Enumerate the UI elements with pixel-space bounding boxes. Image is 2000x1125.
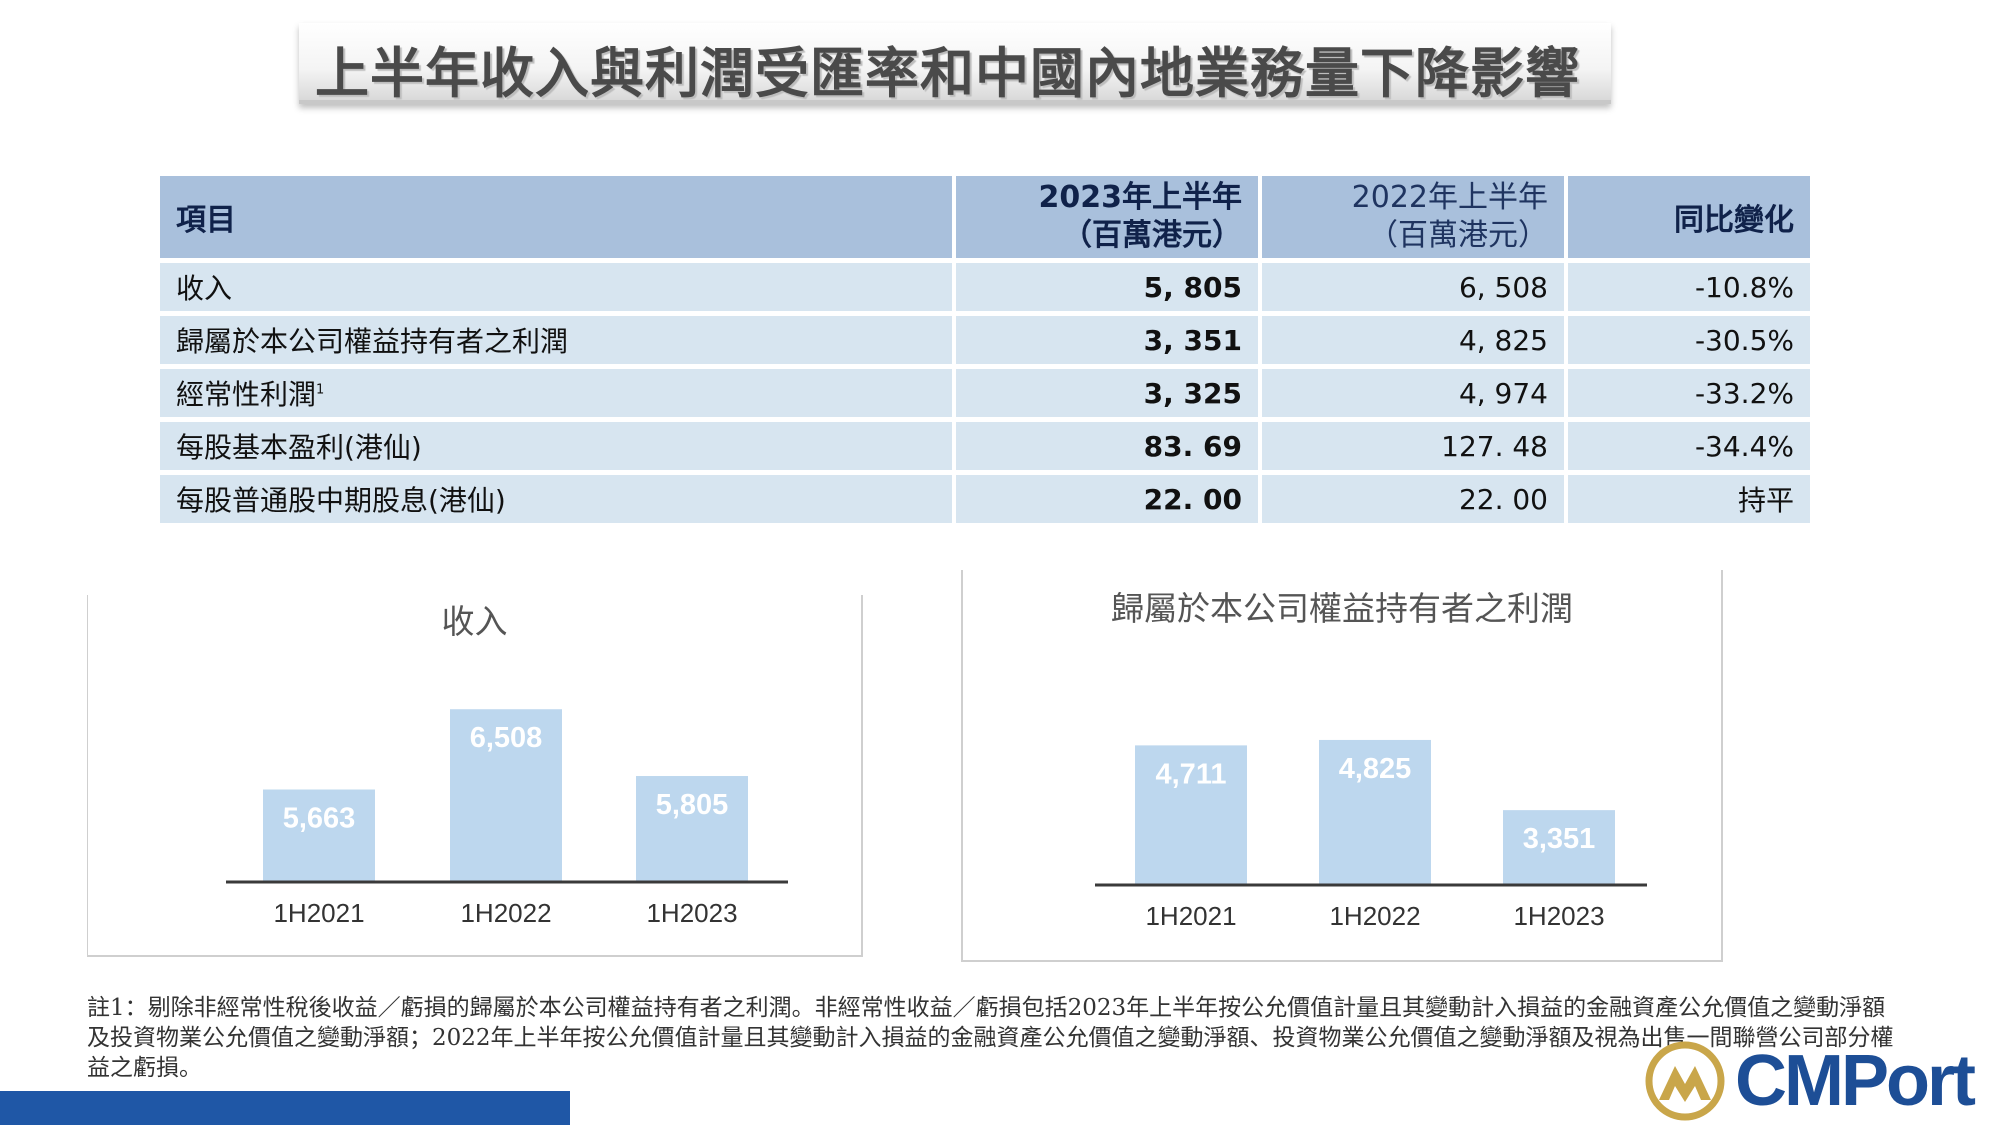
x-tick-label: 1H2022: [1329, 901, 1420, 931]
row-change: -10.8%: [1564, 258, 1810, 311]
table-row: 每股普通股中期股息(港仙) 22. 00 22. 00 持平: [160, 470, 1810, 523]
cmport-emblem-icon: [1645, 1041, 1725, 1121]
header-item: 項目: [160, 176, 952, 258]
bar-1H2021: [263, 789, 375, 881]
header-prior-year: 2022年上半年: [1351, 180, 1548, 215]
title-banner: 上半年收入與利潤受匯率和中國內地業務量下降影響: [299, 23, 1611, 105]
row-current: 3, 325: [952, 364, 1258, 417]
profit-chart-panel: 歸屬於本公司權益持有者之利潤 4,711 1H2021 4,825 1H2022 3,3…: [961, 570, 1723, 962]
revenue-chart-panel: 收入 5,663 1H2021 6,508 1H2022 5,805 1H2023: [87, 595, 863, 957]
table-row: 經常性利潤1 3, 325 4, 974 -33.2%: [160, 364, 1810, 417]
row-change: -30.5%: [1564, 311, 1810, 364]
row-item: 每股普通股中期股息(港仙): [160, 470, 952, 523]
header-prior-unit: （百萬港元）: [1368, 218, 1548, 253]
data-label: 4,825: [1339, 753, 1412, 785]
x-tick-label: 1H2021: [273, 898, 364, 928]
row-change: 持平: [1564, 470, 1810, 523]
financial-summary-table: 項目 2023年上半年 （百萬港元） 2022年上半年 （百萬港元） 同比變化 …: [160, 176, 1810, 523]
header-current-year: 2023年上半年: [1038, 180, 1243, 215]
row-item: 收入: [160, 258, 952, 311]
cmport-logo: CMPort: [1643, 1040, 1995, 1122]
row-current: 3, 351: [952, 311, 1258, 364]
profit-chart-title: 歸屬於本公司權益持有者之利潤: [1111, 589, 1573, 628]
revenue-bar-chart: 5,663 1H2021 6,508 1H2022 5,805 1H2023: [226, 709, 788, 928]
row-item: 歸屬於本公司權益持有者之利潤: [160, 311, 952, 364]
bar-1H2023: [1503, 810, 1615, 884]
bar-1H2023: [636, 776, 748, 881]
row-change: -33.2%: [1564, 364, 1810, 417]
row-prior: 127. 48: [1258, 417, 1564, 470]
cmport-wordmark: CMPort: [1735, 1041, 1976, 1121]
x-tick-label: 1H2022: [460, 898, 551, 928]
header-current-unit: （百萬港元）: [1062, 218, 1242, 253]
footnote-marker: 1: [316, 382, 325, 398]
data-label: 5,663: [283, 803, 356, 835]
data-label: 5,805: [656, 789, 729, 821]
row-change: -34.4%: [1564, 417, 1810, 470]
x-tick-label: 1H2021: [1145, 901, 1236, 931]
data-label: 4,711: [1156, 758, 1227, 790]
row-prior: 4, 825: [1258, 311, 1564, 364]
header-change: 同比變化: [1564, 176, 1810, 258]
row-current: 22. 00: [952, 470, 1258, 523]
data-label: 6,508: [470, 722, 543, 754]
table-header-row: 項目 2023年上半年 （百萬港元） 2022年上半年 （百萬港元） 同比變化: [160, 176, 1810, 258]
row-prior: 6, 508: [1258, 258, 1564, 311]
data-label: 3,351: [1523, 823, 1596, 855]
row-prior: 4, 974: [1258, 364, 1564, 417]
table-row: 收入 5, 805 6, 508 -10.8%: [160, 258, 1810, 311]
page-title: 上半年收入與利潤受匯率和中國內地業務量下降影響: [315, 42, 1580, 105]
row-current: 5, 805: [952, 258, 1258, 311]
row-current: 83. 69: [952, 417, 1258, 470]
table-row: 歸屬於本公司權益持有者之利潤 3, 351 4, 825 -30.5%: [160, 311, 1810, 364]
row-prior: 22. 00: [1258, 470, 1564, 523]
profit-bar-chart: 4,711 1H2021 4,825 1H2022 3,351 1H2023: [1095, 739, 1647, 931]
bottom-accent-bar: [0, 1091, 570, 1125]
bar-1H2022: [450, 709, 562, 881]
table-row: 每股基本盈利(港仙) 83. 69 127. 48 -34.4%: [160, 417, 1810, 470]
row-item: 每股基本盈利(港仙): [160, 417, 952, 470]
x-tick-label: 1H2023: [1513, 901, 1604, 931]
bar-1H2021: [1135, 745, 1247, 884]
header-current: 2023年上半年 （百萬港元）: [952, 176, 1258, 258]
revenue-chart-title: 收入: [441, 602, 508, 641]
row-item: 經常性利潤1: [160, 364, 952, 417]
header-prior: 2022年上半年 （百萬港元）: [1258, 176, 1564, 258]
bar-1H2022: [1319, 739, 1431, 884]
x-tick-label: 1H2023: [646, 898, 737, 928]
footnote: 註1：剔除非經常性稅後收益／虧損的歸屬於本公司權益持有者之利潤。非經常性收益／虧…: [87, 995, 1894, 1081]
